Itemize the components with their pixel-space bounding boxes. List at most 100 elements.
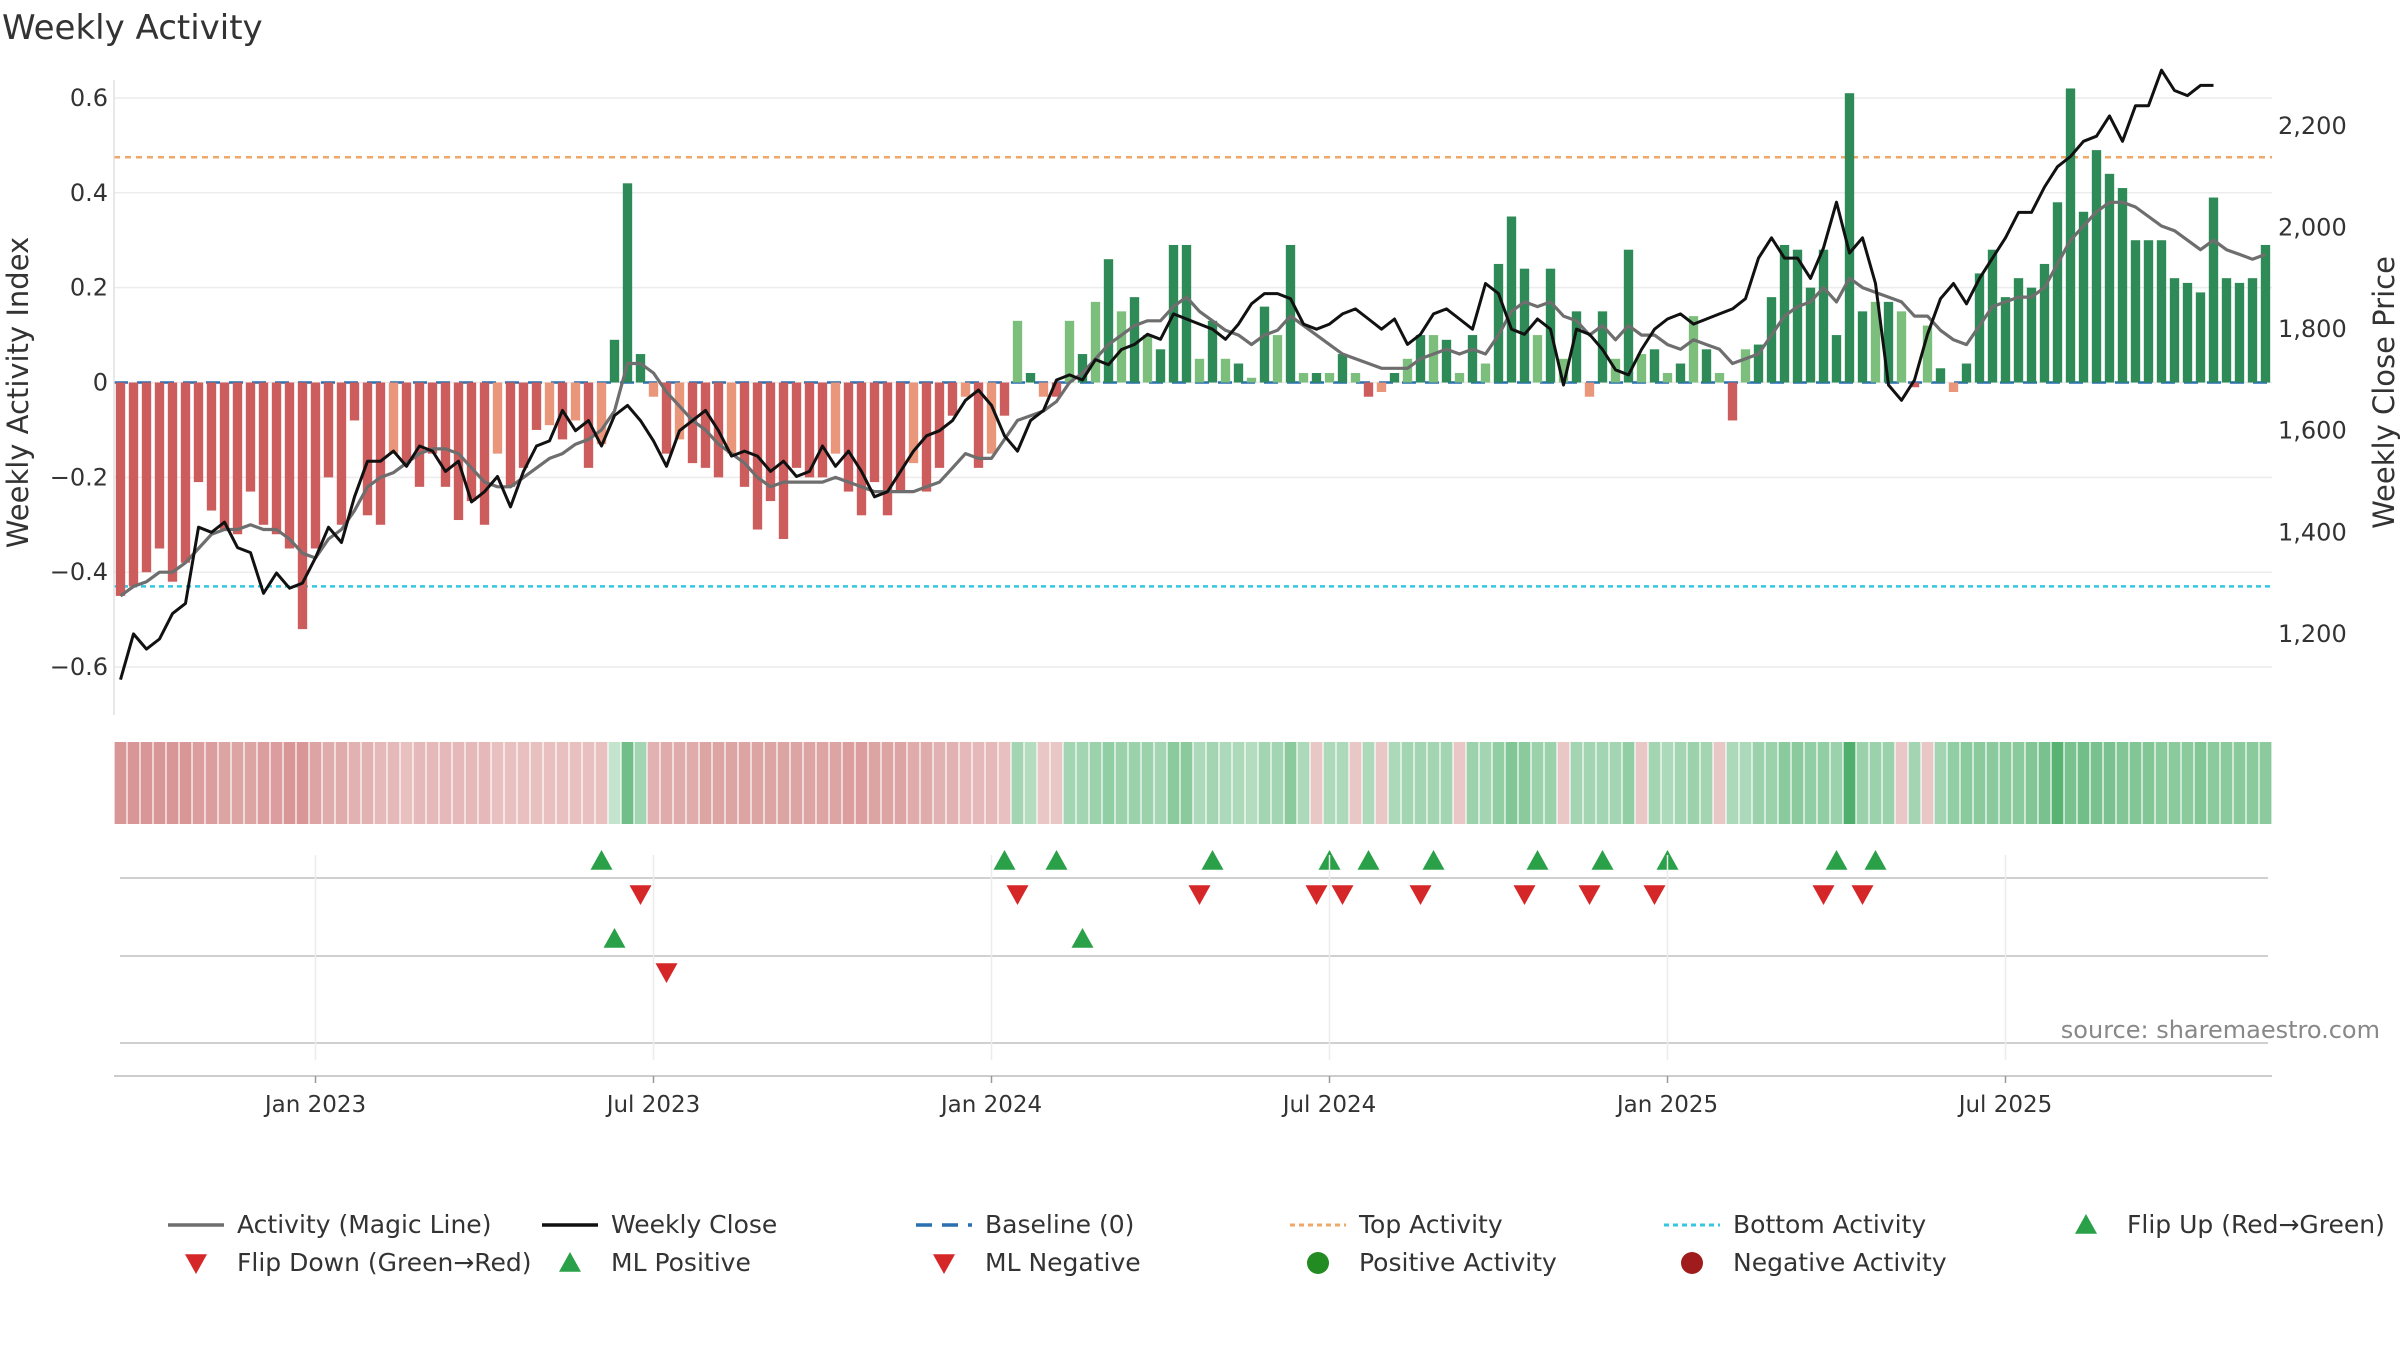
strip-cell <box>530 742 543 824</box>
strip-cell <box>179 742 192 824</box>
strip-cell <box>2116 742 2129 824</box>
activity-bar <box>1077 354 1088 383</box>
activity-bar <box>700 382 711 468</box>
strip-cell <box>1466 742 1479 824</box>
strip-cell <box>283 742 296 824</box>
legend-item: Flip Up (Red→Green) <box>2075 1210 2385 1239</box>
activity-bar <box>2143 240 2154 383</box>
activity-bar <box>167 382 178 582</box>
activity-bar <box>765 382 776 502</box>
strip-cell <box>1622 742 1635 824</box>
y-axis-title: Weekly Activity Index <box>1 237 35 548</box>
activity-bar <box>1688 316 1699 383</box>
activity-bar <box>687 382 698 464</box>
activity-bar <box>674 382 685 440</box>
strip-cell <box>881 742 894 824</box>
activity-bar <box>271 382 282 535</box>
strip-cell <box>231 742 244 824</box>
strip-cell <box>1453 742 1466 824</box>
activity-bar <box>1870 301 1881 383</box>
activity-bar <box>1038 382 1049 397</box>
activity-bar <box>1259 306 1270 383</box>
strip-cell <box>1583 742 1596 824</box>
strip-cell <box>192 742 205 824</box>
activity-bar <box>739 382 750 487</box>
strip-cell <box>1765 742 1778 824</box>
strip-cell <box>985 742 998 824</box>
activity-bar <box>1883 301 1894 383</box>
activity-bar <box>2169 278 2180 383</box>
activity-bar <box>661 382 672 454</box>
strip-cell <box>1310 742 1323 824</box>
x-tick-label: Jul 2025 <box>1957 1092 2053 1118</box>
strip-cell <box>1505 742 1518 824</box>
strip-cell <box>1115 742 1128 824</box>
activity-bar <box>1792 249 1803 383</box>
activity-bar <box>1311 373 1322 383</box>
activity-bar <box>1753 344 1764 383</box>
activity-bar <box>453 382 464 521</box>
strip-cell <box>1752 742 1765 824</box>
strip-cell <box>2103 742 2116 824</box>
strip-cell <box>1960 742 1973 824</box>
strip-cell <box>1479 742 1492 824</box>
page-title: Weekly Activity <box>2 8 263 48</box>
strip-cell <box>2142 742 2155 824</box>
activity-bar <box>1428 335 1439 383</box>
x-tick-label: Jan 2025 <box>1615 1092 1718 1118</box>
flip-up-marker <box>1526 850 1549 870</box>
y-tick-label: 0.4 <box>70 179 108 207</box>
activity-bar <box>440 382 451 487</box>
strip-cell <box>309 742 322 824</box>
strip-cell <box>1089 742 1102 824</box>
activity-bar <box>882 382 893 516</box>
activity-bar <box>856 382 867 516</box>
strip-cell <box>491 742 504 824</box>
activity-bar <box>2078 211 2089 383</box>
legend-swatch-triangle <box>559 1252 581 1272</box>
strip-cell <box>504 742 517 824</box>
activity-bar <box>1246 377 1257 383</box>
strip-cell <box>2064 742 2077 824</box>
activity-bar <box>232 382 243 535</box>
activity-bar <box>323 382 334 478</box>
strip-cell <box>361 742 374 824</box>
activity-bar <box>1597 311 1608 383</box>
strip-cell <box>569 742 582 824</box>
strip-cell <box>2090 742 2103 824</box>
strip-cell <box>1388 742 1401 824</box>
strip-cell <box>2233 742 2246 824</box>
flip-up-marker <box>590 850 613 870</box>
strip-cell <box>1050 742 1063 824</box>
strip-cell <box>1531 742 1544 824</box>
strip-cell <box>868 742 881 824</box>
strip-cell <box>1817 742 1830 824</box>
activity-bar <box>1441 339 1452 383</box>
activity-bar <box>427 382 438 454</box>
strip-cell <box>452 742 465 824</box>
x-tick-label: Jan 2024 <box>939 1092 1042 1118</box>
strip-cell <box>1180 742 1193 824</box>
activity-bar <box>1129 297 1140 383</box>
strip-cell <box>374 742 387 824</box>
strip-cell <box>556 742 569 824</box>
strip-cell <box>2025 742 2038 824</box>
strip-cell <box>2155 742 2168 824</box>
strip-cell <box>322 742 335 824</box>
legend-swatch-triangle <box>185 1254 207 1274</box>
activity-bar <box>466 382 477 502</box>
y-tick-label: −0.6 <box>50 653 108 681</box>
legend-item: Baseline (0) <box>916 1210 1134 1239</box>
strip-cell <box>2038 742 2051 824</box>
strip-cell <box>1349 742 1362 824</box>
flip-up-marker <box>1045 850 1068 870</box>
x-tick-label: Jul 2023 <box>605 1092 701 1118</box>
activity-bar <box>1701 349 1712 383</box>
strip-cell <box>1791 742 1804 824</box>
activity-bar <box>1480 363 1491 383</box>
flip-up-marker <box>993 850 1016 870</box>
strip-cell <box>1778 742 1791 824</box>
strip-cell <box>842 742 855 824</box>
strip-cell <box>1869 742 1882 824</box>
